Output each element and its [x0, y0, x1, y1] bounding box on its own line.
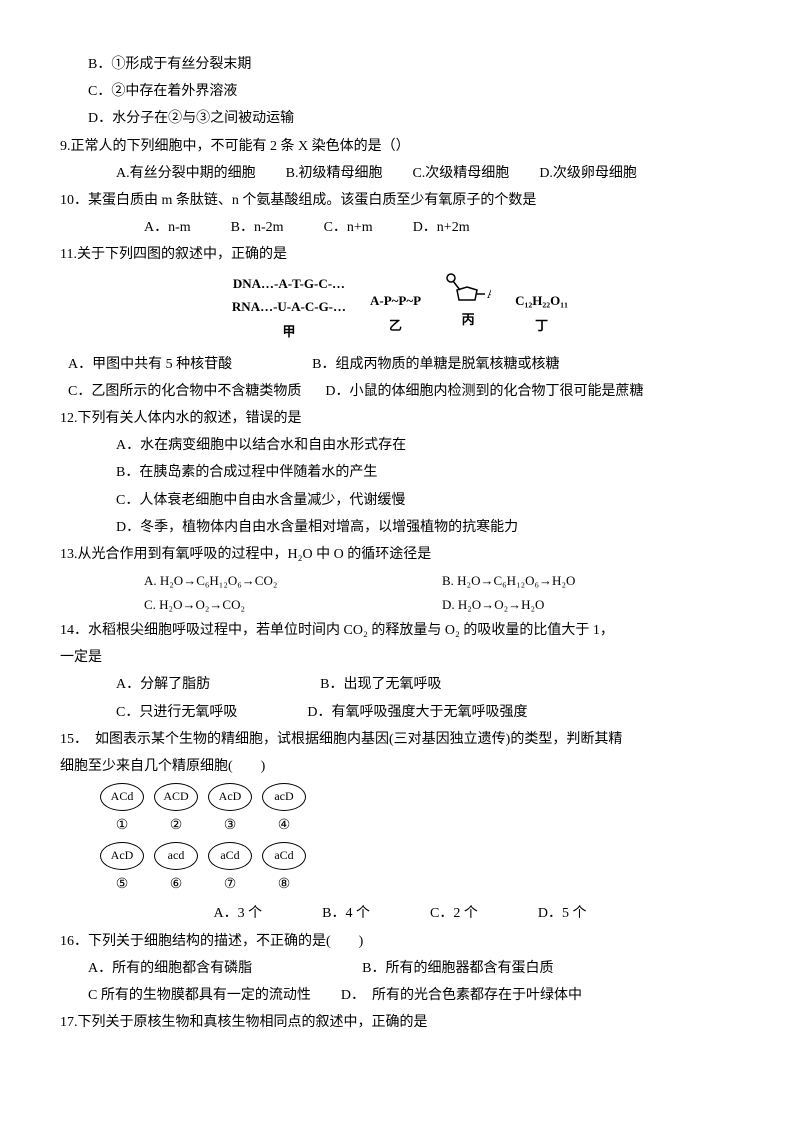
q14-stem2: 一定是	[60, 645, 740, 670]
q16-opt-a: A．所有的细胞都含有磷脂	[88, 956, 252, 981]
q9-opt-c: C.次级精母细胞	[412, 161, 509, 186]
q15-opt-c: C．2 个	[430, 901, 478, 926]
q11-row-ab: A．甲图中共有 5 种核苷酸 B．组成丙物质的单糖是脱氧核糖或核糖	[60, 352, 740, 377]
q9-opt-d: D.次级卵母细胞	[539, 161, 637, 186]
pentagon-icon: A	[445, 272, 491, 306]
fig-bing-cap: 丙	[445, 308, 491, 331]
q10-opt-a: A．n-m	[144, 215, 191, 240]
cell-1: ACd	[100, 783, 144, 811]
q16-opt-c: C 所有的生物膜都具有一定的流动性	[88, 983, 311, 1008]
q9-opt-b: B.初级精母细胞	[286, 161, 383, 186]
q9-opt-a: A.有丝分裂中期的细胞	[116, 161, 256, 186]
q12-opt-b: B．在胰岛素的合成过程中伴随着水的产生	[60, 460, 740, 485]
fig-bing: A 丙	[445, 272, 491, 344]
q15-nums-row2: ⑤ ⑥ ⑦ ⑧	[100, 872, 740, 897]
q11-opt-b: B．组成丙物质的单糖是脱氧核糖或核糖	[312, 352, 559, 377]
q15-options: A．3 个 B．4 个 C．2 个 D．5 个	[60, 901, 740, 926]
q16-opt-d: D． 所有的光合色素都存在于叶绿体中	[341, 983, 582, 1008]
fig-yi: A-P~P~P 乙	[370, 272, 421, 344]
cell-5: AcD	[100, 842, 144, 870]
q10-opt-d: D．n+2m	[413, 215, 470, 240]
q15-stem1: 15． 如图表示某个生物的精细胞，试根据细胞内基因(三对基因独立遗传)的类型，判…	[60, 727, 740, 752]
q16-opt-b: B．所有的细胞器都含有蛋白质	[362, 956, 553, 981]
q11-stem: 11.关于下列四图的叙述中，正确的是	[60, 242, 740, 267]
q15-cells-row1: ACd ACD AcD acD	[100, 783, 740, 811]
q13-opt-d: D. H₂O→O₂→H₂O	[442, 593, 740, 616]
q12-opt-d: D．冬季，植物体内自由水含量相对增高，以增强植物的抗寒能力	[60, 515, 740, 540]
q11-figure: DNA…-A-T-G-C-… RNA…-U-A-C-G-… 甲 A-P~P~P …	[60, 272, 740, 344]
q8-opt-c: C．②中存在着外界溶液	[60, 79, 740, 104]
q14-opt-a: A．分解了脂肪	[116, 672, 210, 697]
q12-opt-c: C．人体衰老细胞中自由水含量减少，代谢缓慢	[60, 488, 740, 513]
q14-opt-d: D．有氧呼吸强度大于无氧呼吸强度	[307, 700, 527, 725]
q9-options: A.有丝分裂中期的细胞 B.初级精母细胞 C.次级精母细胞 D.次级卵母细胞	[60, 161, 740, 186]
q13-opt-b: B. H₂O→C₆H₁₂O₆→H₂O	[442, 569, 740, 592]
num-4: ④	[262, 813, 306, 838]
q12-opt-a: A．水在病变细胞中以结合水和自由水形式存在	[60, 433, 740, 458]
q16-row-cd: C 所有的生物膜都具有一定的流动性 D． 所有的光合色素都存在于叶绿体中	[60, 983, 740, 1008]
num-6: ⑥	[154, 872, 198, 897]
q14-row-ab: A．分解了脂肪 B．出现了无氧呼吸	[60, 672, 740, 697]
q14-row-cd: C．只进行无氧呼吸 D．有氧呼吸强度大于无氧呼吸强度	[60, 700, 740, 725]
cell-4: acD	[262, 783, 306, 811]
q8-opt-d: D．水分子在②与③之间被动运输	[60, 106, 740, 131]
q10-options: A．n-m B．n-2m C．n+m D．n+2m	[60, 215, 740, 240]
q10-opt-c: C．n+m	[324, 215, 373, 240]
q15-cells-row2: AcD acd aCd aCd	[100, 842, 740, 870]
q11-opt-a: A．甲图中共有 5 种核苷酸	[60, 352, 232, 377]
q17-stem: 17.下列关于原核生物和真核生物相同点的叙述中，正确的是	[60, 1010, 740, 1035]
num-5: ⑤	[100, 872, 144, 897]
fig-jia-line2: RNA…-U-A-C-G-…	[232, 295, 346, 318]
q16-row-ab: A．所有的细胞都含有磷脂 B．所有的细胞器都含有蛋白质	[60, 956, 740, 981]
fig-yi-txt: A-P~P~P	[370, 289, 421, 312]
q15-opt-d: D．5 个	[538, 901, 587, 926]
num-7: ⑦	[208, 872, 252, 897]
q10-stem: 10．某蛋白质由 m 条肽链、n 个氨基酸组成。该蛋白质至少有氧原子的个数是	[60, 188, 740, 213]
cell-6: acd	[154, 842, 198, 870]
fig-ding: C₁₂H₂₂O₁₁ 丁	[515, 272, 568, 344]
fig-yi-cap: 乙	[370, 314, 421, 337]
q12-stem: 12.下列有关人体内水的叙述，错误的是	[60, 406, 740, 431]
q15-opt-a: A．3 个	[214, 901, 263, 926]
q13-stem: 13.从光合作用到有氧呼吸的过程中，H₂O 中 O 的循环途径是	[60, 542, 740, 567]
fig-ding-cap: 丁	[515, 314, 568, 337]
q8-opt-b: B．①形成于有丝分裂末期	[60, 52, 740, 77]
cell-7: aCd	[208, 842, 252, 870]
num-3: ③	[208, 813, 252, 838]
q13-opt-c: C. H₂O→O₂→CO₂	[144, 593, 442, 616]
q14-opt-c: C．只进行无氧呼吸	[116, 700, 237, 725]
num-1: ①	[100, 813, 144, 838]
fig-jia: DNA…-A-T-G-C-… RNA…-U-A-C-G-… 甲	[232, 272, 346, 344]
cell-8: aCd	[262, 842, 306, 870]
num-8: ⑧	[262, 872, 306, 897]
q9-stem: 9.正常人的下列细胞中，不可能有 2 条 X 染色体的是（）	[60, 134, 740, 159]
q15-nums-row1: ① ② ③ ④	[100, 813, 740, 838]
q14-stem1: 14．水稻根尖细胞呼吸过程中，若单位时间内 CO₂ 的释放量与 O₂ 的吸收量的…	[60, 618, 740, 643]
q11-opt-d: D．小鼠的体细胞内检测到的化合物丁很可能是蔗糖	[325, 379, 643, 404]
q11-row-cd: C．乙图所示的化合物中不含糖类物质 D．小鼠的体细胞内检测到的化合物丁很可能是蔗…	[60, 379, 740, 404]
num-2: ②	[154, 813, 198, 838]
cell-3: AcD	[208, 783, 252, 811]
fig-jia-cap: 甲	[232, 320, 346, 343]
q14-opt-b: B．出现了无氧呼吸	[320, 672, 441, 697]
q15-opt-b: B．4 个	[322, 901, 370, 926]
fig-jia-line1: DNA…-A-T-G-C-…	[232, 272, 346, 295]
q13-opt-a: A. H₂O→C₆H₁₂O₆→CO₂	[144, 569, 442, 592]
svg-text:A: A	[487, 286, 491, 301]
q11-opt-c: C．乙图所示的化合物中不含糖类物质	[60, 379, 301, 404]
exam-page: B．①形成于有丝分裂末期 C．②中存在着外界溶液 D．水分子在②与③之间被动运输…	[0, 0, 800, 1087]
fig-ding-txt: C₁₂H₂₂O₁₁	[515, 289, 568, 312]
q15-stem2: 细胞至少来自几个精原细胞( )	[60, 754, 740, 779]
q16-stem: 16．下列关于细胞结构的描述，不正确的是( )	[60, 929, 740, 954]
q13-options: A. H₂O→C₆H₁₂O₆→CO₂ B. H₂O→C₆H₁₂O₆→H₂O C.…	[60, 569, 740, 616]
q10-opt-b: B．n-2m	[231, 215, 284, 240]
cell-2: ACD	[154, 783, 198, 811]
